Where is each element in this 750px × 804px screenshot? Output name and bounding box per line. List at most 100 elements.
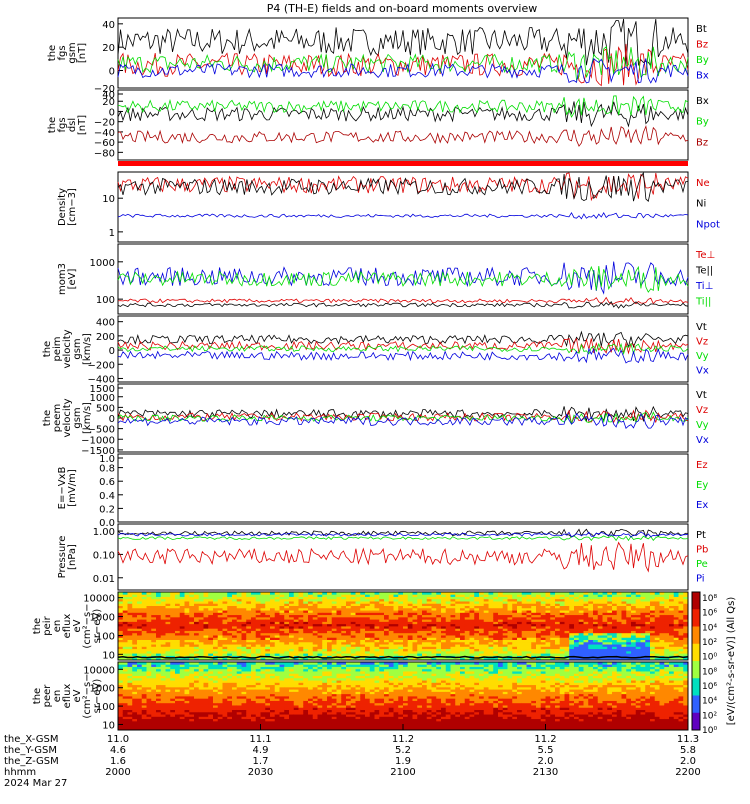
heatmap-cell — [432, 640, 437, 643]
heatmap-cell — [555, 642, 560, 645]
heatmap-cell — [185, 608, 190, 611]
heatmap-cell — [194, 671, 199, 674]
heatmap-cell — [588, 621, 593, 624]
heatmap-cell — [251, 594, 256, 597]
heatmap-cell — [522, 615, 527, 618]
heatmap-cell — [223, 612, 228, 615]
heatmap-cell — [531, 646, 536, 649]
heatmap-cell — [270, 628, 275, 631]
heatmap-cell — [441, 635, 446, 638]
heatmap-cell — [180, 664, 185, 667]
heatmap-cell — [204, 689, 209, 692]
heatmap-cell — [669, 601, 674, 604]
heatmap-cell — [565, 649, 570, 652]
heatmap-cell — [503, 612, 508, 615]
heatmap-cell — [550, 633, 555, 636]
heatmap-cell — [574, 628, 579, 631]
heatmap-cell — [474, 594, 479, 597]
heatmap-cell — [337, 621, 342, 624]
heatmap-cell — [308, 635, 313, 638]
heatmap-cell — [204, 712, 209, 715]
heatmap-cell — [555, 635, 560, 638]
heatmap-cell — [327, 649, 332, 652]
heatmap-cell — [612, 649, 617, 652]
heatmap-cell — [132, 649, 137, 652]
heatmap-cell — [327, 646, 332, 649]
heatmap-cell — [436, 628, 441, 631]
heatmap-cell — [465, 594, 470, 597]
heatmap-cell — [318, 621, 323, 624]
heatmap-cell — [565, 615, 570, 618]
heatmap-cell — [664, 599, 669, 602]
heatmap-cell — [246, 646, 251, 649]
heatmap-cell — [189, 698, 194, 701]
heatmap-cell — [403, 640, 408, 643]
heatmap-cell — [603, 640, 608, 643]
heatmap-cell — [641, 649, 646, 652]
heatmap-cell — [346, 594, 351, 597]
heatmap-cell — [446, 642, 451, 645]
heatmap-cell — [275, 606, 280, 609]
heatmap-cell — [242, 678, 247, 681]
heatmap-cell — [612, 621, 617, 624]
heatmap-cell — [555, 599, 560, 602]
heatmap-cell — [232, 703, 237, 706]
heatmap-cell — [322, 619, 327, 622]
heatmap-cell — [232, 682, 237, 685]
heatmap-cell — [579, 635, 584, 638]
heatmap-cell — [218, 628, 223, 631]
heatmap-cell — [213, 712, 218, 715]
heatmap-cell — [175, 696, 180, 699]
heatmap-cell — [275, 689, 280, 692]
heatmap-cell — [156, 691, 161, 694]
heatmap-cell — [470, 601, 475, 604]
heatmap-cell — [341, 615, 346, 618]
heatmap-cell — [128, 669, 133, 672]
heatmap-cell — [289, 606, 294, 609]
heatmap-cell — [280, 640, 285, 643]
heatmap-cell — [617, 608, 622, 611]
heatmap-cell — [303, 621, 308, 624]
heatmap-cell — [512, 626, 517, 629]
heatmap-cell — [446, 653, 451, 656]
heatmap-cell — [299, 619, 304, 622]
heatmap-cell — [408, 606, 413, 609]
heatmap-cell — [664, 646, 669, 649]
heatmap-cell — [493, 628, 498, 631]
heatmap-cell — [270, 710, 275, 713]
heatmap-cell — [284, 621, 289, 624]
heatmap-cell — [346, 601, 351, 604]
heatmap-cell — [360, 633, 365, 636]
heatmap-cell — [208, 594, 213, 597]
heatmap-cell — [251, 705, 256, 708]
heatmap-cell — [213, 619, 218, 622]
heatmap-cell — [593, 621, 598, 624]
heatmap-cell — [470, 621, 475, 624]
heatmap-cell — [356, 612, 361, 615]
heatmap-cell — [294, 682, 299, 685]
heatmap-cell — [536, 619, 541, 622]
heatmap-cell — [180, 626, 185, 629]
heatmap-cell — [546, 606, 551, 609]
heatmap-cell — [674, 628, 679, 631]
heatmap-cell — [213, 612, 218, 615]
heatmap-cell — [360, 649, 365, 652]
heatmap-cell — [251, 606, 256, 609]
heatmap-cell — [593, 615, 598, 618]
heatmap-cell — [436, 635, 441, 638]
heatmap-cell — [408, 635, 413, 638]
heatmap-cell — [389, 599, 394, 602]
heatmap-cell — [327, 633, 332, 636]
heatmap-cell — [123, 649, 128, 652]
heatmap-cell — [227, 615, 232, 618]
heatmap-cell — [327, 626, 332, 629]
heatmap-cell — [227, 642, 232, 645]
heatmap-cell — [536, 599, 541, 602]
heatmap-cell — [398, 649, 403, 652]
heatmap-cell — [579, 626, 584, 629]
heatmap-cell — [607, 621, 612, 624]
heatmap-cell — [180, 691, 185, 694]
heatmap-cell — [208, 619, 213, 622]
heatmap-cell — [384, 642, 389, 645]
